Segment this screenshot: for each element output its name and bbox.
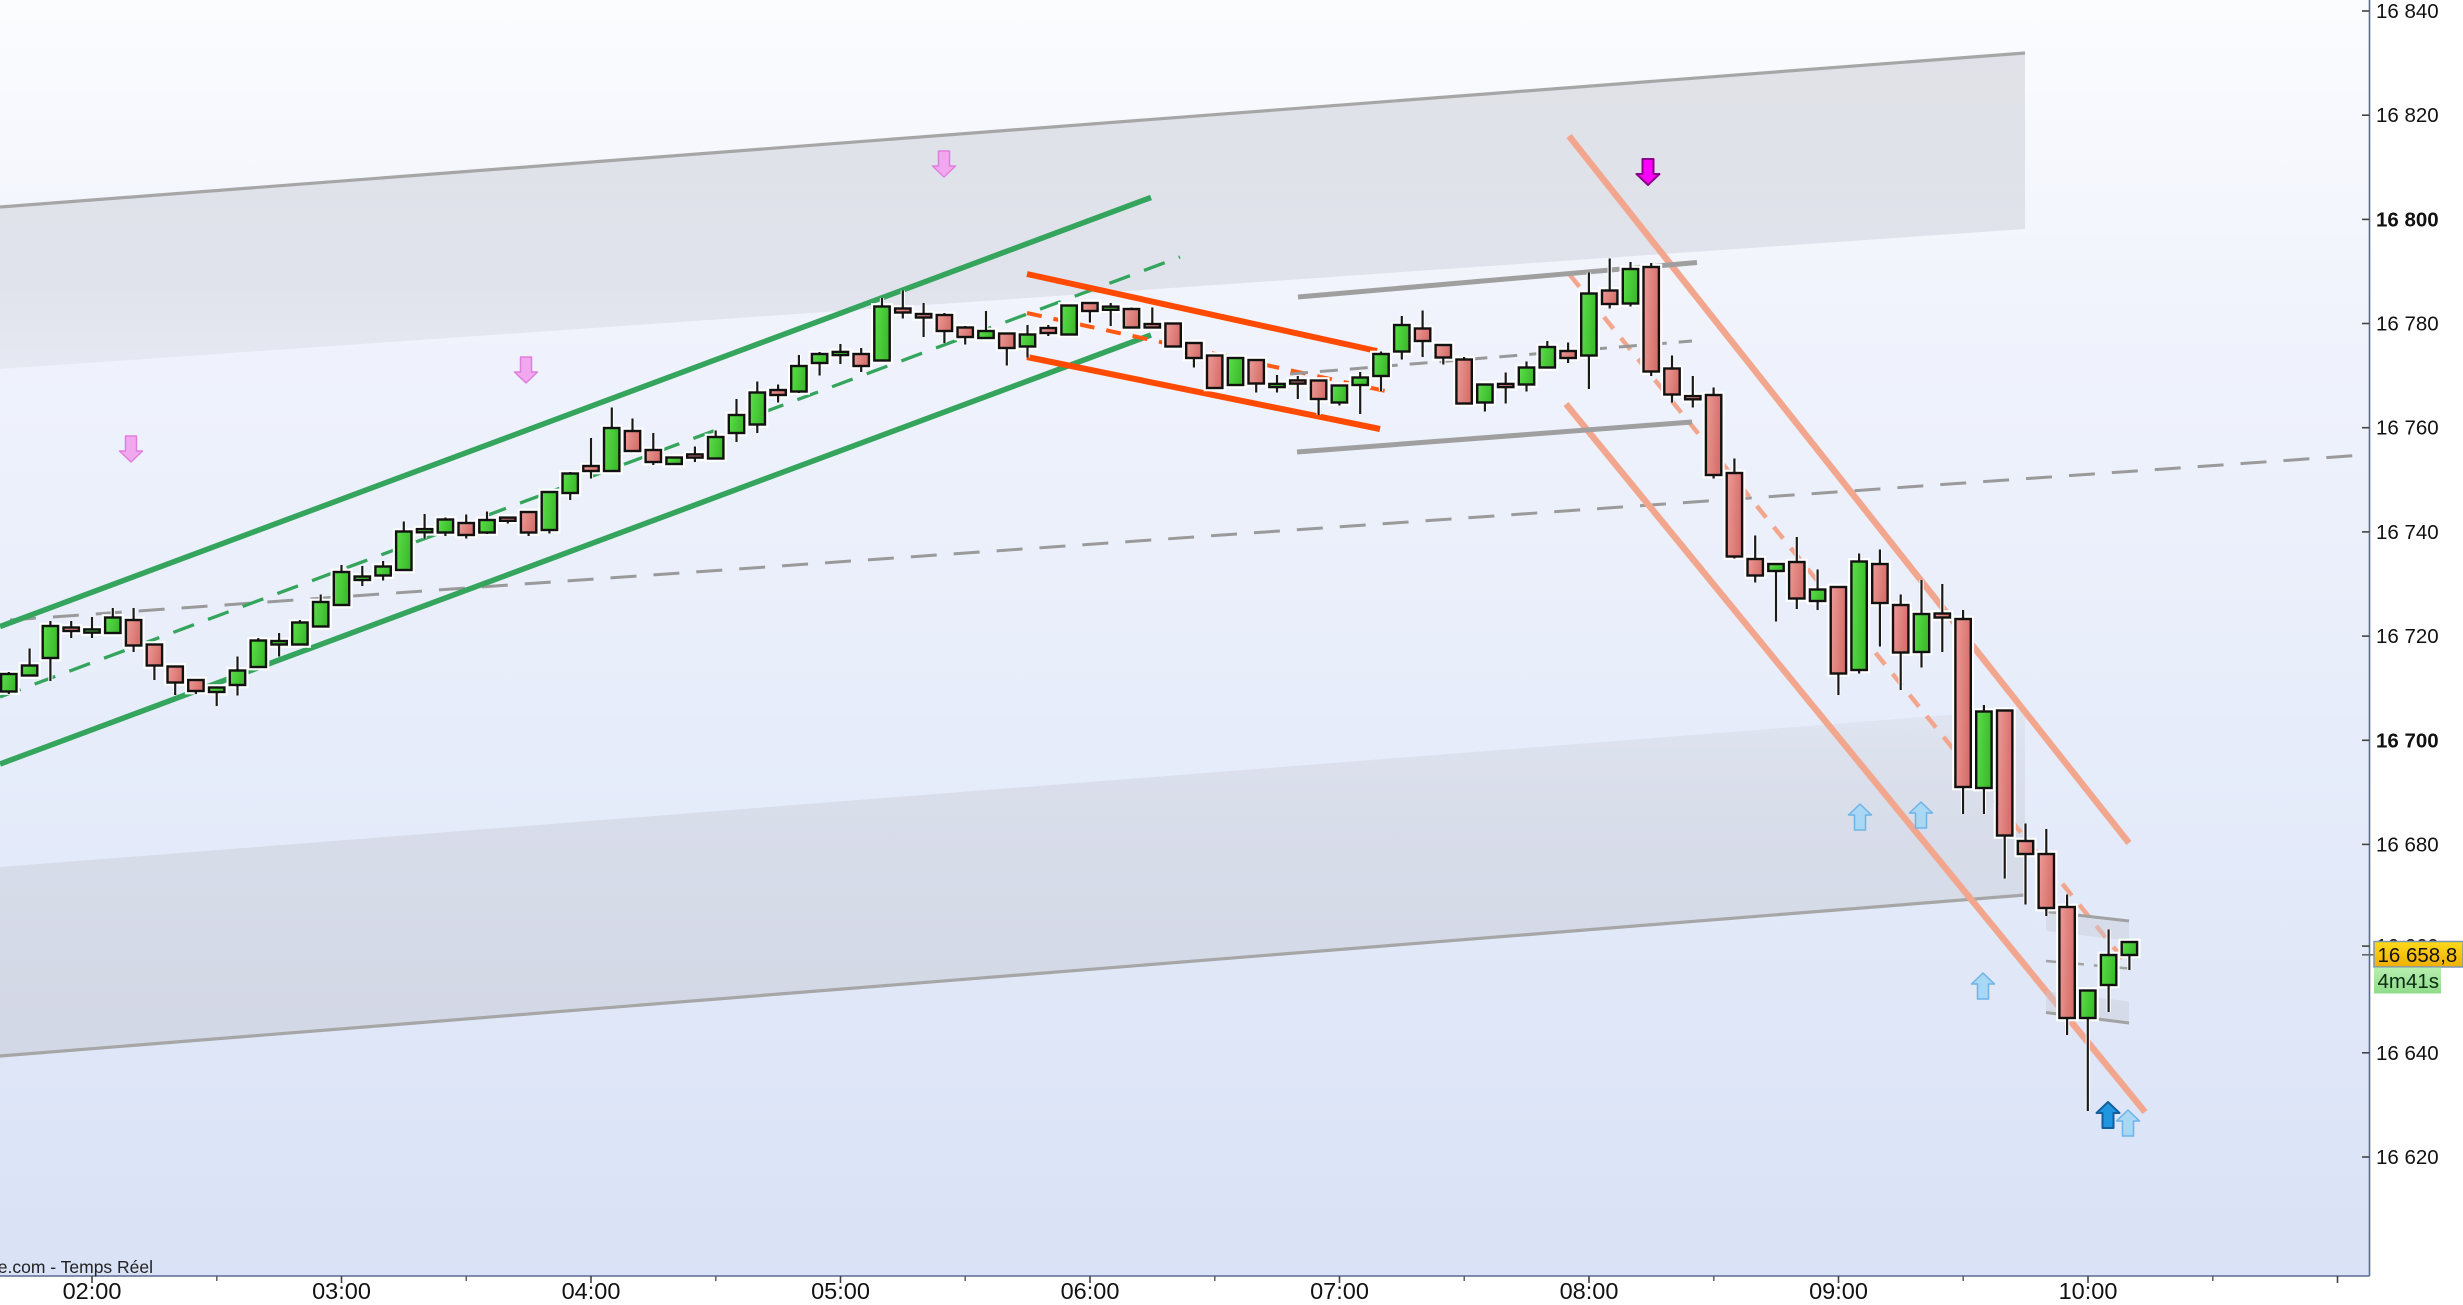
- svg-text:08:00: 08:00: [1560, 1278, 1619, 1300]
- svg-text:04:00: 04:00: [562, 1278, 621, 1300]
- svg-text:16 800: 16 800: [2376, 208, 2439, 231]
- svg-text:16 680: 16 680: [2376, 833, 2439, 856]
- svg-text:07:00: 07:00: [1310, 1278, 1369, 1300]
- svg-text:16 760: 16 760: [2376, 417, 2439, 440]
- svg-text:16 620: 16 620: [2376, 1146, 2439, 1169]
- svg-text:16 740: 16 740: [2376, 521, 2439, 544]
- svg-text:16 780: 16 780: [2376, 313, 2439, 336]
- svg-text:09:00: 09:00: [1809, 1278, 1868, 1300]
- svg-text:03:00: 03:00: [312, 1278, 371, 1300]
- svg-text:02:00: 02:00: [63, 1278, 122, 1300]
- svg-text:16 720: 16 720: [2376, 625, 2439, 648]
- svg-text:16 840: 16 840: [2376, 0, 2439, 23]
- svg-text:16 820: 16 820: [2376, 104, 2439, 127]
- svg-text:ce.com - Temps Réel: ce.com - Temps Réel: [0, 1257, 153, 1277]
- svg-text:06:00: 06:00: [1061, 1278, 1120, 1300]
- svg-text:10:00: 10:00: [2059, 1278, 2118, 1300]
- svg-text:05:00: 05:00: [811, 1278, 870, 1300]
- svg-text:4m41s: 4m41s: [2378, 970, 2440, 993]
- svg-text:16 640: 16 640: [2376, 1042, 2439, 1065]
- svg-text:16 700: 16 700: [2376, 729, 2439, 752]
- svg-text:16 658,8: 16 658,8: [2378, 944, 2458, 967]
